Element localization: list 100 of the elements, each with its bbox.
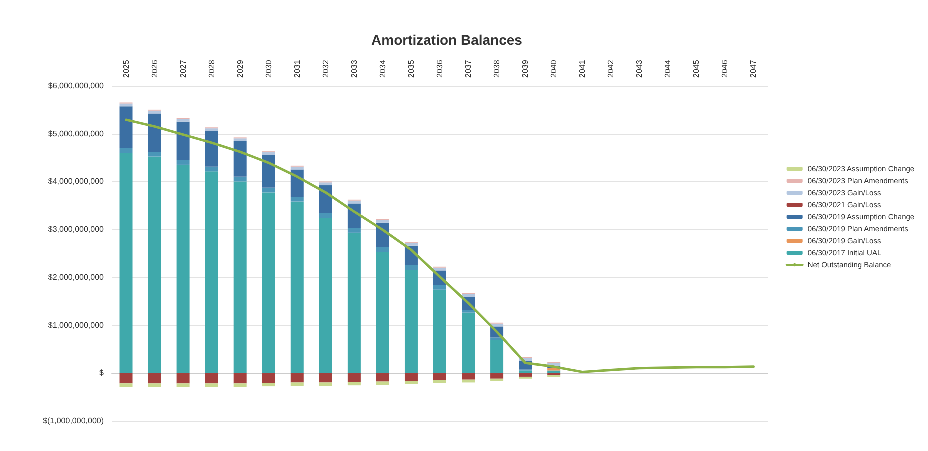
line-series	[125, 118, 755, 374]
bar	[262, 383, 276, 387]
bar	[376, 373, 390, 382]
bar	[490, 378, 504, 382]
bar	[434, 290, 446, 374]
bar	[462, 373, 476, 380]
bar	[290, 373, 304, 383]
bar	[319, 213, 332, 218]
bar	[205, 172, 218, 374]
bar	[176, 373, 190, 384]
bar	[290, 166, 304, 170]
bar	[404, 373, 418, 382]
x-tick-label: 2036	[436, 60, 444, 78]
y-tick-label: $4,000,000,000	[48, 177, 105, 186]
bar	[376, 382, 390, 386]
bar	[205, 131, 218, 167]
bar	[148, 110, 162, 114]
bar	[548, 368, 561, 371]
x-tick-label: 2046	[720, 60, 730, 78]
bar	[148, 156, 162, 374]
bar	[262, 155, 276, 188]
bar	[519, 373, 532, 377]
bar	[348, 232, 361, 374]
x-tick-label: 2042	[606, 60, 616, 78]
bar	[205, 166, 218, 172]
x-tick-label: 2037	[464, 60, 474, 78]
bar	[376, 252, 390, 374]
bar	[348, 373, 361, 382]
x-tick-label: 2028	[207, 60, 216, 78]
x-tick-label: 2041	[578, 60, 588, 78]
x-tick-label: 2044	[664, 60, 673, 78]
bar	[262, 188, 276, 193]
x-tick-label: 2026	[150, 60, 160, 78]
bar	[490, 373, 504, 379]
bar	[462, 310, 476, 313]
x-tick-label: 2040	[550, 60, 559, 78]
bar	[348, 382, 361, 386]
bar	[434, 285, 446, 290]
bar	[120, 384, 133, 388]
y-tick-label: $	[100, 368, 105, 378]
bar	[148, 152, 162, 157]
bar	[205, 373, 218, 384]
y-tick-label: $1,000,000,000	[48, 320, 105, 330]
chart-title: Amortization Balances	[372, 32, 523, 48]
x-tick-label: 2025	[122, 60, 131, 78]
bar	[319, 182, 332, 186]
x-tick-label: 2029	[236, 60, 245, 78]
bar	[290, 197, 304, 202]
bar	[148, 373, 162, 384]
x-tick-label: 2033	[350, 60, 359, 78]
x-tick-label: 2034	[378, 60, 388, 78]
bar	[376, 220, 390, 223]
x-tick-label: 2043	[635, 60, 644, 78]
bar	[234, 142, 247, 177]
x-tick-label: 2038	[492, 60, 502, 78]
bar	[234, 182, 247, 374]
y-tick-label: $2,000,000,000	[48, 272, 105, 282]
x-tick-label: 2030	[264, 60, 274, 78]
y-tick-label: $5,000,000,000	[48, 129, 105, 138]
bar	[262, 192, 276, 374]
bar	[434, 373, 446, 380]
bar	[234, 384, 247, 388]
bar	[234, 373, 247, 384]
x-tick-label: 2035	[406, 60, 416, 78]
x-tick-label: 2047	[749, 60, 758, 78]
bar	[176, 164, 190, 374]
bar	[462, 294, 476, 298]
bar	[404, 265, 418, 270]
x-tick-label: 2027	[178, 60, 188, 78]
y-tick-label: $3,000,000,000	[48, 225, 105, 234]
bar	[262, 373, 276, 384]
x-tick-label: 2039	[521, 60, 530, 78]
bar	[319, 373, 332, 383]
bar	[120, 153, 133, 374]
bar	[290, 382, 304, 386]
bar	[462, 312, 476, 374]
bar	[490, 340, 504, 374]
bar	[176, 122, 190, 160]
bar	[120, 373, 133, 384]
bar	[376, 247, 390, 252]
x-tick-label: 2031	[292, 60, 302, 78]
y-tick-label: $6,000,000,000	[48, 82, 105, 90]
bar	[176, 384, 190, 388]
bar	[262, 152, 276, 156]
bar	[148, 384, 162, 388]
bar	[176, 160, 190, 165]
bar	[120, 106, 133, 148]
bar	[319, 382, 332, 386]
bar	[319, 218, 332, 374]
x-tick-label: 2045	[692, 60, 702, 78]
bar	[404, 242, 418, 246]
bar	[234, 138, 247, 142]
bar	[548, 373, 561, 376]
bar	[404, 270, 418, 374]
bar	[120, 148, 133, 153]
bar	[205, 128, 218, 132]
bar	[148, 114, 162, 152]
x-tick-label: 2032	[321, 60, 330, 78]
bar	[290, 202, 304, 374]
bar	[120, 104, 133, 107]
